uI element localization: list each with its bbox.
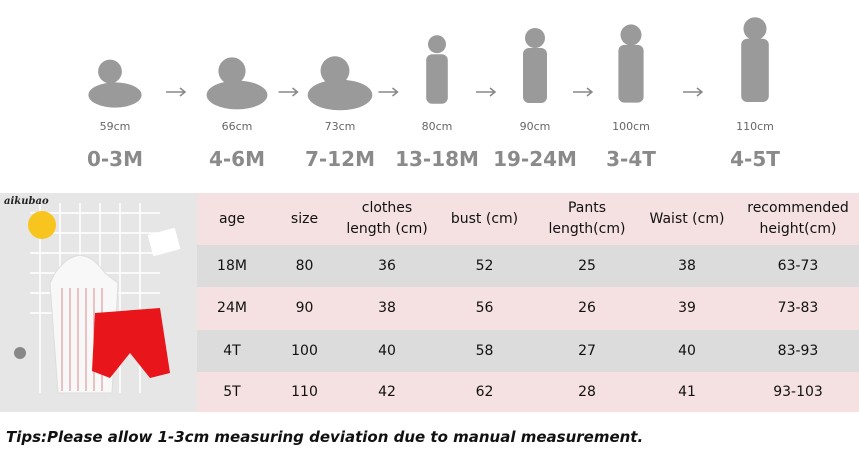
header-cell: Pants length(cm): [537, 193, 637, 245]
table-cell: 36: [342, 245, 432, 287]
silhouette: [426, 35, 448, 104]
table-cell: 100: [267, 330, 342, 372]
header-cell: clothes length (cm): [342, 193, 432, 245]
table-cell: 73-83: [737, 287, 859, 330]
table-cell: 62: [432, 372, 537, 412]
table-cell: 110: [267, 372, 342, 412]
header-cell: bust (cm): [432, 193, 537, 245]
age-label: 4-6M: [209, 147, 265, 171]
table-cell: 39: [637, 287, 737, 330]
table-cell: 27: [537, 330, 637, 372]
age-label: 3-4T: [606, 147, 656, 171]
age-label: 4-5T: [730, 147, 780, 171]
body-shape: [88, 82, 142, 108]
age-label: 0-3M: [87, 147, 143, 171]
body-shape: [426, 54, 448, 104]
table-cell: 63-73: [737, 245, 859, 287]
table-row: 5T 110 42 62 28 41 93-103: [197, 372, 859, 412]
table-cell: 40: [637, 330, 737, 372]
head-shape: [320, 56, 350, 86]
head-shape: [743, 17, 767, 41]
head-shape: [620, 24, 642, 46]
table-cell: 52: [432, 245, 537, 287]
body-shape: [206, 80, 268, 110]
body-shape: [741, 38, 769, 102]
sun-toy: [28, 211, 56, 239]
table-cell: 80: [267, 245, 342, 287]
table-cell: 26: [537, 287, 637, 330]
height-label: 90cm: [520, 120, 551, 133]
header-row: age size clothes length (cm) bust (cm) Pants…: [197, 193, 859, 245]
toy: [14, 347, 26, 359]
arrow: [573, 87, 594, 97]
height-label: 66cm: [222, 120, 253, 133]
header-cell: Waist (cm): [637, 193, 737, 245]
table-cell: 58: [432, 330, 537, 372]
table-cell: 90: [267, 287, 342, 330]
table-cell: 40: [342, 330, 432, 372]
table-cell: 5T: [197, 372, 267, 412]
table-cell: 24M: [197, 287, 267, 330]
table-cell: 56: [432, 287, 537, 330]
header-cell: size: [267, 193, 342, 245]
age-label: 7-12M: [305, 147, 375, 171]
header-cell: recommended height(cm): [737, 193, 859, 245]
red-shorts: [92, 308, 170, 378]
table-cell: 41: [637, 372, 737, 412]
table-row: 4T 100 40 58 27 40 83-93: [197, 330, 859, 372]
silhouette: [206, 57, 268, 110]
arrow: [476, 87, 497, 97]
table-row: 24M 90 38 56 26 39 73-83: [197, 287, 859, 330]
table-cell: 93-103: [737, 372, 859, 412]
table-cell: 4T: [197, 330, 267, 372]
product-illustration: [14, 203, 181, 394]
body-shape: [307, 79, 373, 111]
height-label: 73cm: [325, 120, 356, 133]
growth-strip: 59cm 0-3M 66cm 4-6M 73cm 7-12M 80cm 13-18M 90cm 1…: [87, 17, 780, 171]
size-table: age size clothes length (cm) bust (cm) Pants…: [197, 193, 859, 412]
header-cell: age: [197, 193, 267, 245]
silhouette: [741, 17, 769, 102]
body-shape: [618, 44, 644, 103]
table-cell: 25: [537, 245, 637, 287]
table-cell: 83-93: [737, 330, 859, 372]
arrow: [683, 87, 704, 97]
age-label: 13-18M: [395, 147, 479, 171]
age-label: 19-24M: [493, 147, 577, 171]
silhouette: [523, 28, 547, 103]
table-cell: 28: [537, 372, 637, 412]
arrow: [166, 87, 187, 97]
table-cell: 42: [342, 372, 432, 412]
head-shape: [525, 28, 545, 48]
tip-text: Tips:Please allow 1-3cm measuring deviat…: [6, 428, 644, 446]
brand-watermark: aikubao: [4, 196, 49, 207]
height-label: 59cm: [100, 120, 131, 133]
arrow: [378, 87, 399, 97]
silhouette: [618, 24, 644, 103]
table-cell: 18M: [197, 245, 267, 287]
product-photo: aikubao: [0, 193, 197, 412]
arrow: [278, 87, 299, 97]
height-label: 100cm: [612, 120, 650, 133]
table-cell: 38: [342, 287, 432, 330]
head-shape: [428, 35, 446, 54]
body-shape: [523, 48, 547, 103]
table-row: 18M 80 36 52 25 38 63-73: [197, 245, 859, 287]
tag: [147, 227, 181, 257]
silhouette: [88, 59, 142, 108]
height-label: 110cm: [736, 120, 774, 133]
head-shape: [218, 57, 246, 85]
table-cell: 38: [637, 245, 737, 287]
height-label: 80cm: [422, 120, 453, 133]
head-shape: [98, 59, 122, 84]
silhouette: [307, 56, 373, 111]
